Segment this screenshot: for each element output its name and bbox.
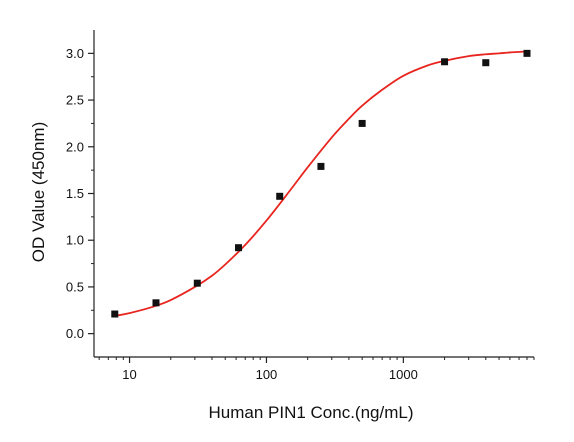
data-point [111,310,119,318]
y-tick-label: 2.5 [66,93,84,108]
y-tick-label: 1.0 [66,233,84,248]
axes [93,30,534,358]
x-tick-label: 10 [122,367,136,382]
data-point [276,192,284,200]
x-tick-label: 100 [256,367,278,382]
y-tick-label: 3.0 [66,46,84,61]
x-ticks: 10 100 1000 [98,357,535,382]
data-point [235,244,243,252]
data-points [111,49,531,318]
y-ticks: 0.0 0.5 1.0 1.5 2.0 2.5 3.0 [66,46,94,341]
y-tick-label: 0.0 [66,326,84,341]
y-tick-label: 0.5 [66,279,84,294]
y-axis-title: OD Value (450nm) [29,122,48,262]
fit-curve-layer [114,50,528,317]
x-tick-label: 1000 [389,367,418,382]
y-tick-label: 2.0 [66,139,84,154]
data-point [358,119,366,127]
x-axis-title: Human PIN1 Conc.(ng/mL) [208,403,413,422]
data-point [317,162,325,170]
y-tick-label: 1.5 [66,186,84,201]
data-point [441,58,449,66]
data-point [482,59,490,67]
data-point [523,49,531,57]
fit-curve [114,50,528,317]
data-point [193,279,201,287]
data-point [152,299,160,307]
